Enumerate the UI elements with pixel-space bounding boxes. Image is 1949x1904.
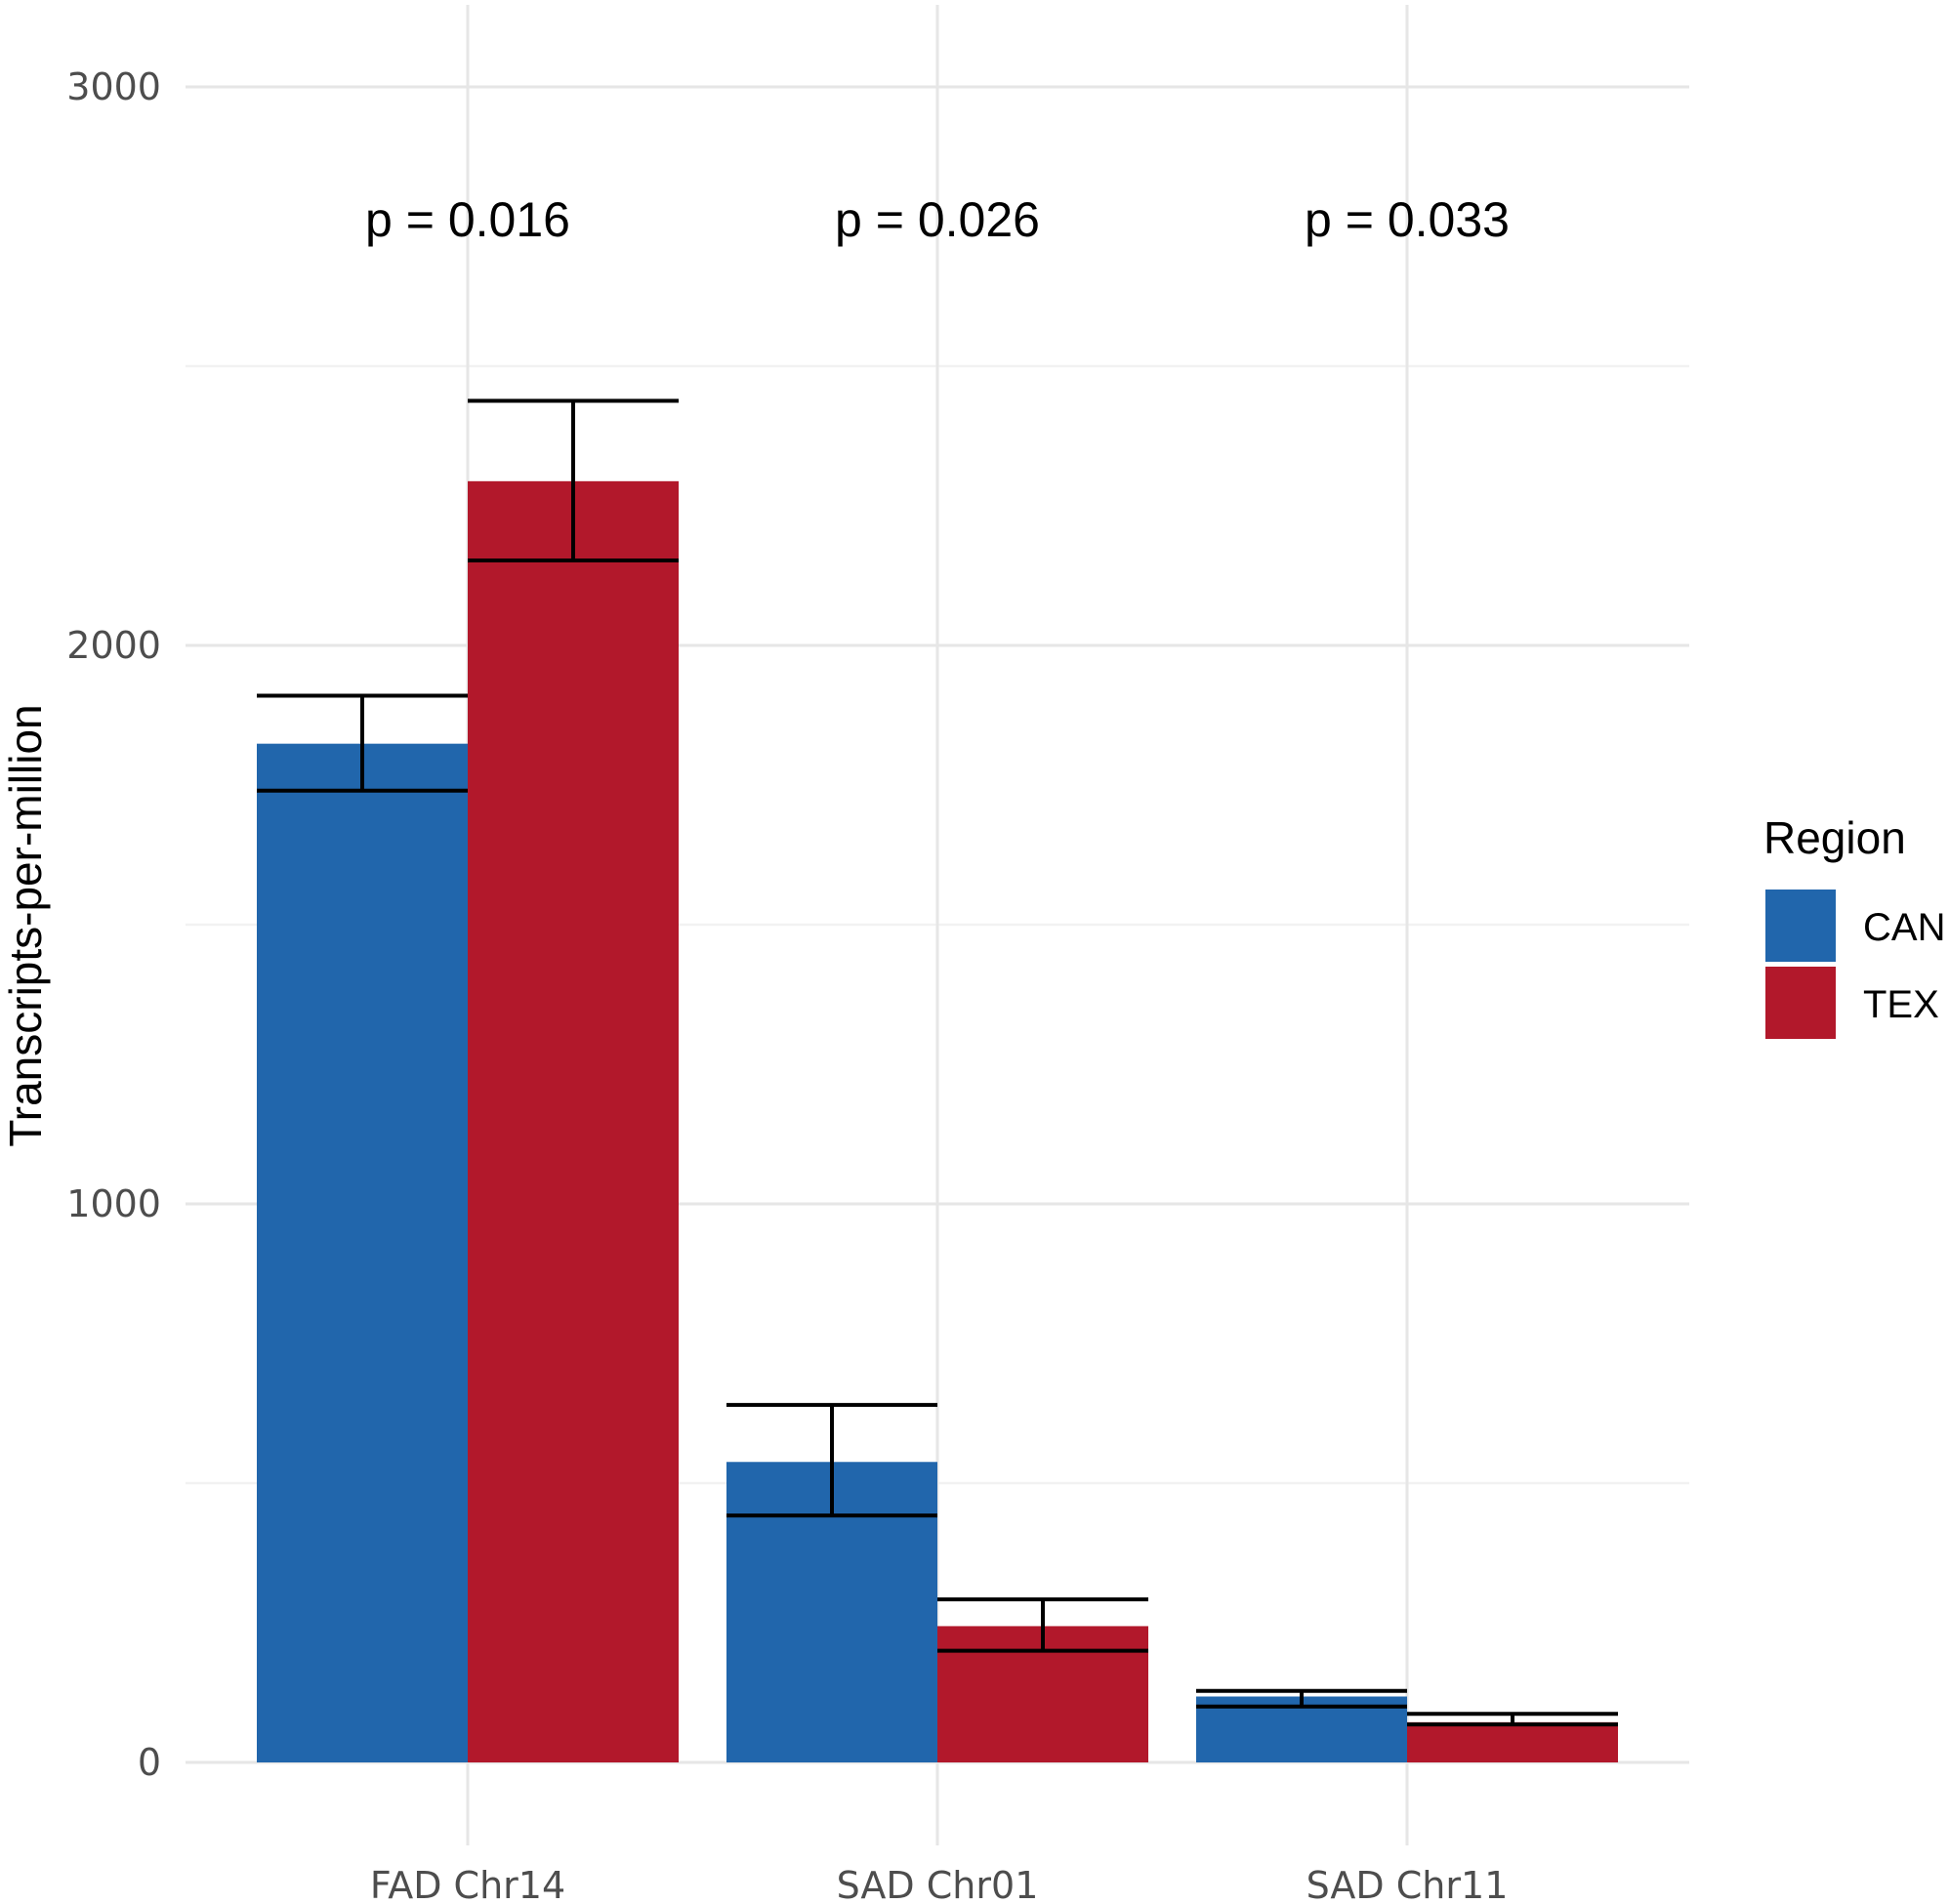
x-tick-label-2: SAD Chr11 (1306, 1864, 1509, 1904)
y-tick-label-3: 3000 (66, 65, 161, 108)
x-tick-label-1: SAD Chr01 (837, 1864, 1039, 1904)
error-bar-can-2 (1196, 1688, 1407, 1709)
error-bar-tex-1 (937, 1596, 1148, 1653)
y-tick-label-0: 0 (138, 1741, 161, 1784)
legend-swatch-tex (1765, 967, 1836, 1039)
p-value-label-1: p = 0.026 (835, 192, 1040, 247)
error-bars (257, 398, 1618, 1727)
p-value-label-0: p = 0.016 (365, 192, 570, 247)
legend-label-tex: TEX (1863, 983, 1939, 1026)
error-bar-can-1 (726, 1402, 937, 1518)
legend-swatch-can (1765, 890, 1836, 962)
bar-tex-0 (468, 480, 679, 1762)
error-bar-can-0 (257, 693, 468, 793)
p-value-label-2: p = 0.033 (1305, 192, 1510, 247)
y-tick-labels: 0 1000 2000 3000 (66, 65, 161, 1784)
bar-tex-2 (1407, 1721, 1618, 1762)
legend-item-can: CAN (1765, 890, 1945, 962)
bars (257, 480, 1618, 1762)
y-tick-label-1: 1000 (66, 1182, 161, 1225)
x-tick-label-0: FAD Chr14 (370, 1864, 565, 1904)
error-bar-tex-0 (468, 398, 679, 563)
error-bar-tex-2 (1407, 1712, 1618, 1727)
y-axis-title: Transcripts-per-million (0, 704, 51, 1146)
bar-can-0 (257, 743, 468, 1762)
y-tick-label-2: 2000 (66, 624, 161, 667)
legend-items: CAN TEX (1765, 890, 1945, 1039)
x-tick-labels: FAD Chr14 SAD Chr01 SAD Chr11 (370, 1864, 1509, 1904)
legend: Region CAN TEX (1763, 812, 1945, 1039)
legend-label-can: CAN (1863, 906, 1945, 949)
p-value-annotations: p = 0.016 p = 0.026 p = 0.033 (365, 192, 1510, 247)
legend-item-tex: TEX (1765, 967, 1939, 1039)
legend-title: Region (1763, 812, 1906, 863)
